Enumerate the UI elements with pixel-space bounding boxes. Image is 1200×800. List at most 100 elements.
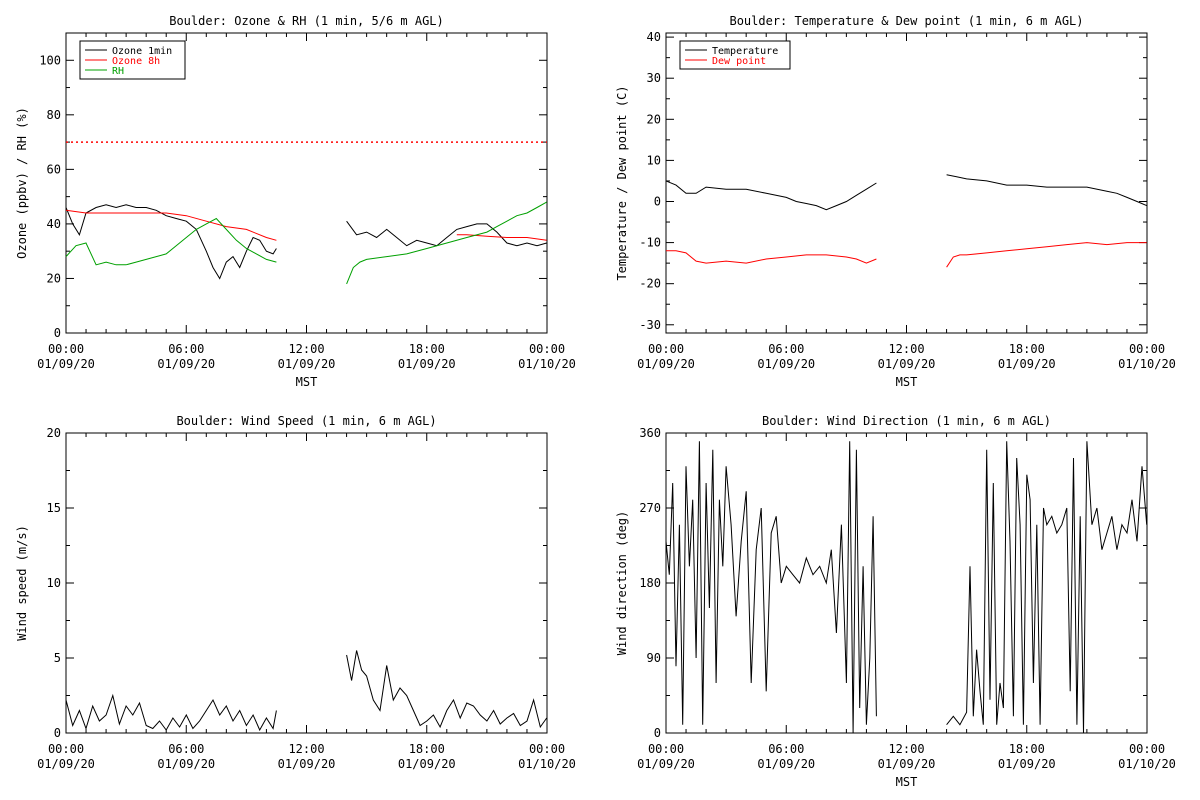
y-tick-label: -20 [639,277,661,291]
x-tick-label-time: 00:00 [1129,342,1165,356]
y-tick-label: 90 [647,651,661,665]
y-tick-label: 360 [639,426,661,440]
x-tick-label-time: 00:00 [529,342,565,356]
y-axis-label: Wind speed (m/s) [15,525,29,641]
x-axis-label: MST [896,375,918,389]
x-tick-label-date: 01/09/20 [757,757,815,771]
x-tick-label-date: 01/09/20 [998,757,1056,771]
chart-title: Boulder: Ozone & RH (1 min, 5/6 m AGL) [169,14,444,28]
x-tick-label-time: 12:00 [288,742,324,756]
legend-label: Temperature [712,46,778,57]
y-tick-label: 0 [654,726,661,740]
series-line-2-segment-0 [65,217,277,266]
x-tick-label-date: 01/09/20 [998,357,1056,371]
x-tick-label-date: 01/09/20 [278,357,336,371]
panel-temperature-dewpoint: Boulder: Temperature & Dew point (1 min,… [615,14,1176,389]
series-line-0-segment-0 [665,180,877,211]
y-tick-label: 0 [54,326,61,340]
series-line-1-segment-1 [946,242,1147,268]
y-tick-label: 0 [54,726,61,740]
series-line-0-segment-1 [346,650,548,729]
y-tick-label: 20 [47,271,61,285]
x-tick-label-time: 00:00 [648,342,684,356]
x-tick-label-date: 01/10/20 [1118,357,1176,371]
x-tick-label-date: 01/09/20 [757,357,815,371]
x-tick-label-time: 06:00 [768,342,804,356]
x-tick-label-date: 01/10/20 [518,357,576,371]
series-line-1-segment-1 [456,234,547,241]
x-tick-label-time: 18:00 [1009,342,1045,356]
y-tick-label: 40 [47,217,61,231]
y-tick-label: 60 [47,162,61,176]
panel-wind-direction: Boulder: Wind Direction (1 min, 6 m AGL)… [615,414,1176,789]
y-tick-label: 20 [647,112,661,126]
y-tick-label: 30 [647,71,661,85]
x-tick-label-time: 12:00 [888,342,924,356]
x-tick-label-date: 01/09/20 [157,757,215,771]
y-axis-label: Wind direction (deg) [615,511,629,656]
y-tick-label: 0 [654,194,661,208]
y-axis-label: Ozone (ppbv) / RH (%) [15,107,29,259]
x-axis-label: MST [296,375,318,389]
y-axis-label: Temperature / Dew point (C) [615,85,629,280]
x-tick-label-time: 12:00 [288,342,324,356]
x-tick-label-date: 01/09/20 [278,757,336,771]
x-tick-label-time: 18:00 [409,742,445,756]
x-tick-label-date: 01/09/20 [157,357,215,371]
legend-label: Ozone 1min [112,46,172,57]
y-tick-label: 270 [639,501,661,515]
x-tick-label-time: 12:00 [888,742,924,756]
x-tick-label-time: 18:00 [409,342,445,356]
x-tick-label-date: 01/09/20 [37,757,95,771]
x-tick-label-date: 01/09/20 [878,757,936,771]
legend-box [679,40,791,70]
y-tick-label: 20 [47,426,61,440]
y-tick-label: 15 [47,501,61,515]
series-line-0-segment-0 [65,204,277,280]
chart-title: Boulder: Wind Direction (1 min, 6 m AGL) [762,414,1051,428]
x-tick-label-time: 18:00 [1009,742,1045,756]
series-line-1-segment-0 [65,209,277,241]
x-tick-label-date: 01/09/20 [398,357,456,371]
x-tick-label-time: 00:00 [1129,742,1165,756]
x-tick-label-time: 00:00 [48,742,84,756]
y-tick-label: 10 [47,576,61,590]
legend-label: RH [112,66,124,77]
y-tick-label: 80 [47,108,61,122]
x-tick-label-time: 06:00 [768,742,804,756]
series-line-0-segment-1 [346,220,547,247]
y-tick-label: 100 [39,53,61,67]
x-tick-label-time: 00:00 [648,742,684,756]
x-tick-label-time: 06:00 [168,342,204,356]
y-tick-label: 180 [639,576,661,590]
panel-ozone-rh: Boulder: Ozone & RH (1 min, 5/6 m AGL) 0 2… [15,14,576,389]
x-tick-label-time: 00:00 [529,742,565,756]
y-tick-label: -30 [639,318,661,332]
y-tick-label: 5 [54,651,61,665]
series-line-1-segment-0 [666,250,877,264]
panel-wind-speed: Boulder: Wind Speed (1 min, 6 m AGL) 0 5 10… [15,414,576,771]
y-tick-label: 10 [647,153,661,167]
x-tick-label-date: 01/09/20 [878,357,936,371]
plot-frame [65,432,548,734]
series-line-0-segment-0 [65,693,277,732]
series-line-0-segment-0 [665,441,877,734]
series-line-0-segment-1 [946,441,1148,734]
x-axis-label: MST [896,775,918,789]
x-tick-label-date: 01/09/20 [398,757,456,771]
y-tick-label: 40 [647,30,661,44]
x-tick-label-date: 01/09/20 [37,357,95,371]
x-tick-label-date: 01/09/20 [637,757,695,771]
plot-frame [665,32,1148,334]
y-tick-label: -10 [639,236,661,250]
legend-label: Ozone 8h [112,56,160,67]
x-tick-label-date: 01/09/20 [637,357,695,371]
x-tick-label-date: 01/10/20 [1118,757,1176,771]
chart-title: Boulder: Wind Speed (1 min, 6 m AGL) [176,414,436,428]
series-line-0-segment-1 [946,174,1147,207]
x-tick-label-time: 00:00 [48,342,84,356]
chart-title: Boulder: Temperature & Dew point (1 min,… [729,14,1083,28]
x-tick-label-time: 06:00 [168,742,204,756]
legend-label: Dew point [712,56,766,67]
